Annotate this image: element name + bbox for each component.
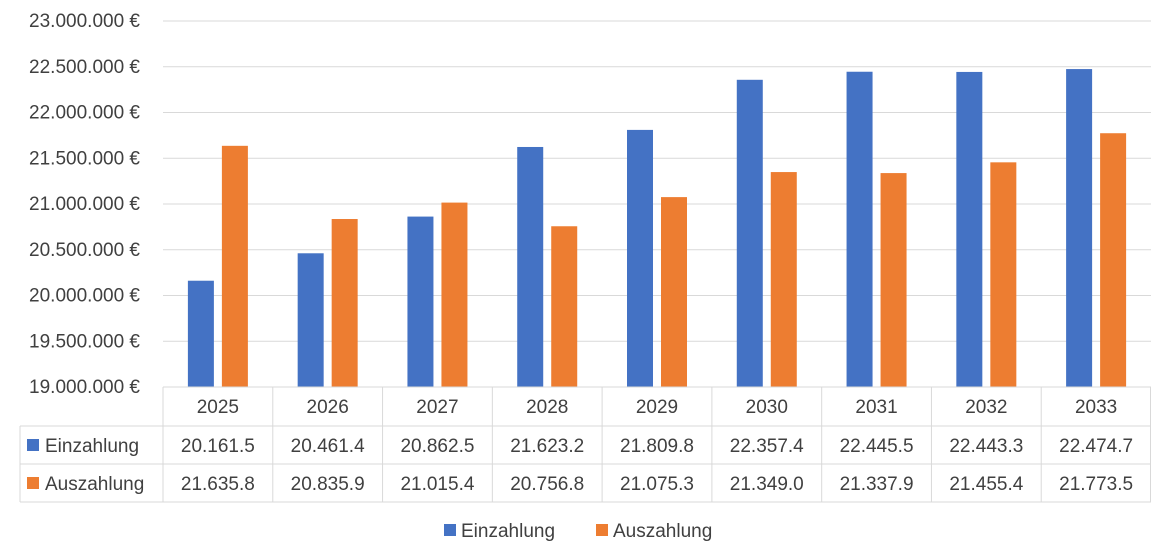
category-label: 2025 bbox=[197, 397, 239, 418]
table-series-name: Einzahlung bbox=[45, 436, 139, 457]
bar-einzahlung-2028 bbox=[517, 146, 544, 387]
category-label: 2026 bbox=[307, 397, 349, 418]
category-label: 2027 bbox=[416, 397, 458, 418]
y-tick-label: 19.500.000 € bbox=[29, 331, 140, 352]
bar-auszahlung-2031 bbox=[880, 173, 907, 387]
table-cell-value: 21.773.5 bbox=[1059, 474, 1133, 495]
table-cell-value: 21.809.8 bbox=[620, 436, 694, 457]
bar-einzahlung-2027 bbox=[407, 216, 434, 387]
bar-auszahlung-2030 bbox=[770, 172, 797, 387]
legend-key-einzahlung bbox=[444, 524, 456, 536]
table-cell-value: 21.455.4 bbox=[949, 474, 1023, 495]
y-tick-label: 21.500.000 € bbox=[29, 148, 140, 169]
table-cell-value: 21.015.4 bbox=[400, 474, 474, 495]
table-cell-value: 20.862.5 bbox=[400, 436, 474, 457]
y-tick-label: 22.500.000 € bbox=[29, 57, 140, 78]
category-label: 2029 bbox=[636, 397, 678, 418]
category-label: 2032 bbox=[965, 397, 1007, 418]
table-cell-value: 20.461.4 bbox=[291, 436, 365, 457]
table-legend-key-einzahlung bbox=[27, 439, 39, 451]
table-cell-value: 20.161.5 bbox=[181, 436, 255, 457]
table-cell-value: 22.357.4 bbox=[730, 436, 804, 457]
table-cell-value: 20.756.8 bbox=[510, 474, 584, 495]
legend-label: Einzahlung bbox=[461, 521, 555, 542]
legend-key-auszahlung bbox=[596, 524, 608, 536]
table-legend-key-auszahlung bbox=[27, 477, 39, 489]
y-tick-label: 20.000.000 € bbox=[29, 286, 140, 307]
y-tick-label: 21.000.000 € bbox=[29, 194, 140, 215]
y-tick-label: 20.500.000 € bbox=[29, 240, 140, 261]
table-cell-value: 21.075.3 bbox=[620, 474, 694, 495]
table-cell-value: 22.445.5 bbox=[840, 436, 914, 457]
bar-auszahlung-2025 bbox=[221, 145, 248, 387]
data-table: 2025 2026 2027 2028 2029 2030 2031 2032 2033 Einz… bbox=[19, 386, 1151, 503]
y-tick-label: 22.000.000 € bbox=[29, 103, 140, 124]
table-cell-value: 22.443.3 bbox=[949, 436, 1023, 457]
table-cell-value: 21.337.9 bbox=[840, 474, 914, 495]
category-label: 2031 bbox=[855, 397, 897, 418]
bar-einzahlung-2031 bbox=[846, 71, 873, 387]
table-series-name: Auszahlung bbox=[45, 474, 144, 495]
table-cell-value: 22.474.7 bbox=[1059, 436, 1133, 457]
y-tick-label: 23.000.000 € bbox=[29, 11, 140, 32]
table-cell-value: 21.635.8 bbox=[181, 474, 255, 495]
bar-einzahlung-2033 bbox=[1066, 69, 1093, 388]
table-cell-value: 21.349.0 bbox=[730, 474, 804, 495]
bar-einzahlung-2029 bbox=[627, 129, 653, 387]
bar-einzahlung-2025 bbox=[187, 280, 214, 387]
bar-einzahlung-2026 bbox=[297, 253, 324, 387]
bar-auszahlung-2033 bbox=[1100, 133, 1127, 387]
bar-auszahlung-2029 bbox=[661, 197, 687, 387]
table-cell-value: 21.623.2 bbox=[510, 436, 584, 457]
bars bbox=[187, 69, 1127, 388]
table-cell-value: 20.835.9 bbox=[291, 474, 365, 495]
category-label: 2033 bbox=[1075, 397, 1117, 418]
bar-auszahlung-2028 bbox=[551, 226, 578, 387]
bar-einzahlung-2030 bbox=[736, 79, 763, 387]
gridlines bbox=[163, 20, 1151, 388]
bar-auszahlung-2026 bbox=[331, 219, 358, 387]
legend: Einzahlung Auszahlung bbox=[444, 521, 712, 542]
category-label: 2030 bbox=[746, 397, 788, 418]
bar-einzahlung-2032 bbox=[956, 71, 983, 387]
y-tick-label: 19.000.000 € bbox=[29, 377, 140, 398]
bar-auszahlung-2032 bbox=[990, 162, 1017, 387]
category-label: 2028 bbox=[526, 397, 568, 418]
y-axis-tick-labels: 19.000.000 € 19.500.000 € 20.000.000 € 20.5… bbox=[29, 11, 140, 398]
bar-auszahlung-2027 bbox=[441, 202, 468, 387]
legend-label: Auszahlung bbox=[613, 521, 712, 542]
